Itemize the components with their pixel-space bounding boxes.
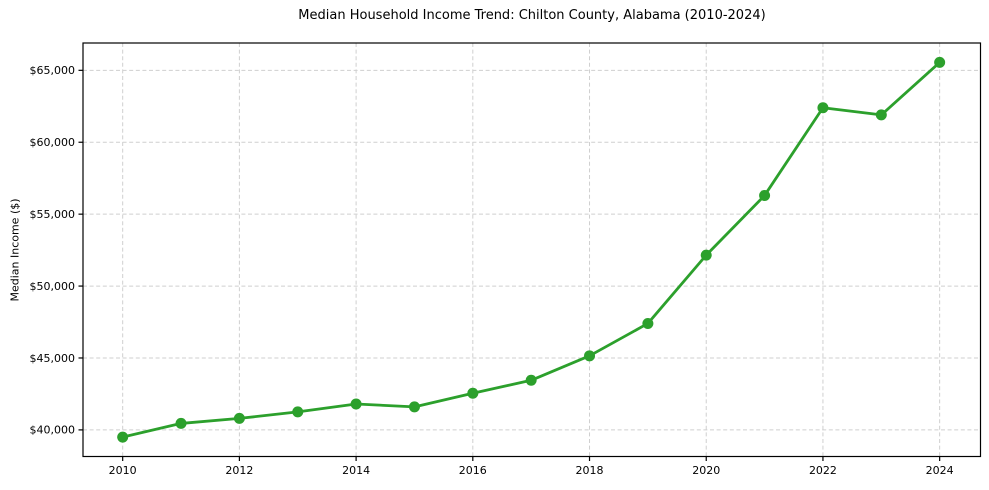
data-point-2024 bbox=[934, 56, 946, 68]
x-tick-label: 2018 bbox=[576, 464, 604, 477]
x-tick-label: 2020 bbox=[692, 464, 720, 477]
data-point-2010 bbox=[117, 431, 129, 443]
data-point-2015 bbox=[408, 401, 420, 413]
data-point-2012 bbox=[233, 412, 245, 424]
y-tick-label: $55,000 bbox=[30, 208, 76, 221]
data-point-2022 bbox=[817, 102, 829, 114]
data-point-2013 bbox=[292, 406, 304, 418]
y-tick-label: $45,000 bbox=[30, 352, 76, 365]
y-tick-label: $50,000 bbox=[30, 280, 76, 293]
data-point-2021 bbox=[759, 189, 771, 201]
x-tick-label: 2022 bbox=[809, 464, 837, 477]
y-tick-label: $65,000 bbox=[30, 64, 76, 77]
y-tick-label: $60,000 bbox=[30, 136, 76, 149]
data-point-2014 bbox=[350, 398, 362, 410]
x-tick-label: 2024 bbox=[926, 464, 954, 477]
plot-border bbox=[82, 42, 982, 458]
x-tick-label: 2010 bbox=[109, 464, 137, 477]
chart-title: Median Household Income Trend: Chilton C… bbox=[298, 8, 766, 23]
data-point-2011 bbox=[175, 417, 187, 429]
data-point-2018 bbox=[584, 350, 596, 362]
data-point-2017 bbox=[525, 374, 537, 386]
x-tick-label: 2016 bbox=[459, 464, 487, 477]
y-tick-label: $40,000 bbox=[30, 424, 76, 437]
data-point-2016 bbox=[467, 387, 479, 399]
x-tick-label: 2014 bbox=[342, 464, 370, 477]
data-point-2020 bbox=[700, 249, 712, 261]
data-point-2019 bbox=[642, 317, 654, 329]
x-tick-label: 2012 bbox=[225, 464, 253, 477]
data-point-2023 bbox=[875, 109, 887, 121]
